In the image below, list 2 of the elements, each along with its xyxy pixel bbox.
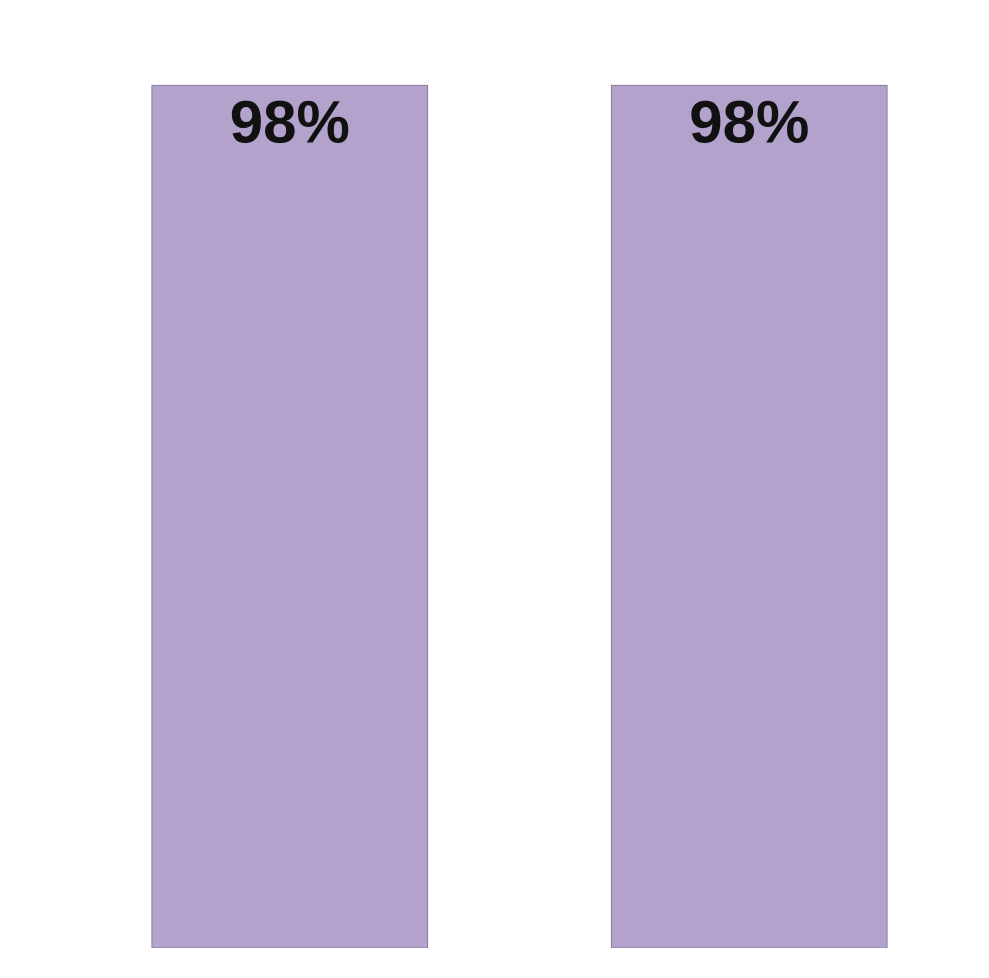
data-label: 98% xyxy=(689,88,810,156)
data-label: 98% xyxy=(230,88,350,156)
